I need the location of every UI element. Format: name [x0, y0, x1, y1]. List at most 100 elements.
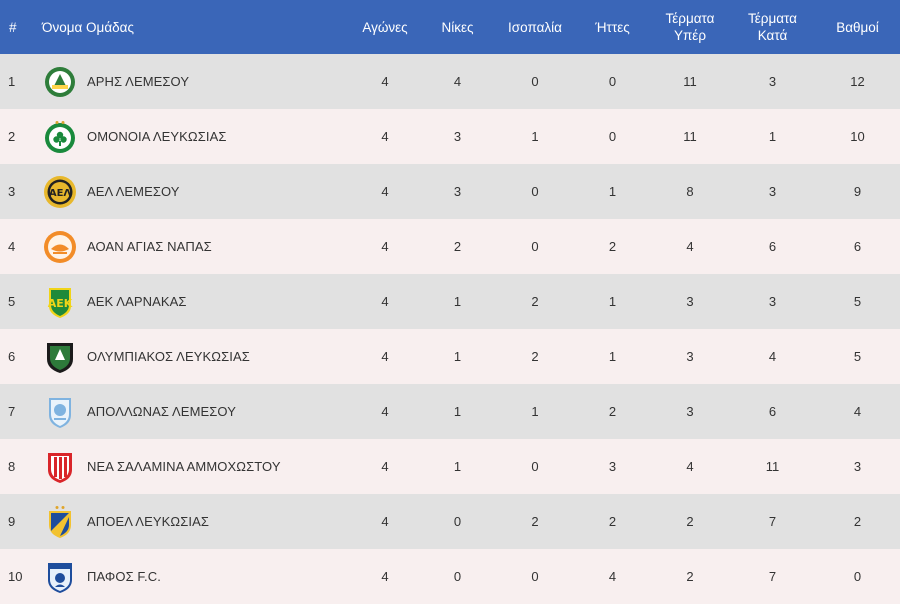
wins-cell: 0: [453, 514, 462, 529]
losses-cell: 1: [608, 349, 617, 364]
wins-cell: 2: [453, 239, 462, 254]
table-row[interactable]: 7 ΑΠΟΛΛΩΝΑΣ ΛΕΜΕΣΟΥ 4 1 1 2 3 6 4: [0, 384, 900, 439]
table-row[interactable]: 6 ΟΛΥΜΠΙΑΚΟΣ ΛΕΥΚΩΣΙΑΣ 4 1 2 1 3 4 5: [0, 329, 900, 384]
header-goals-against[interactable]: Τέρματα Κατά: [730, 0, 815, 54]
table-row[interactable]: 5 ΑΕΚ ΑΕΚ ΛΑΡΝΑΚΑΣ 4 1 2 1 3 3 5: [0, 274, 900, 329]
header-wins[interactable]: Νίκες: [441, 19, 474, 35]
goals-against-cell: 3: [768, 74, 777, 89]
team-name[interactable]: ΑΕΛ ΛΕΜΕΣΟΥ: [87, 184, 180, 199]
team-name[interactable]: ΑΟΑΝ ΑΓΙΑΣ ΝΑΠΑΣ: [87, 239, 212, 254]
nea-salamis-crest-icon: [43, 450, 77, 484]
team-name[interactable]: ΟΜΟΝΟΙΑ ΛΕΥΚΩΣΙΑΣ: [87, 129, 227, 144]
team-cell[interactable]: ΑΕΚ ΑΕΚ ΛΑΡΝΑΚΑΣ: [40, 274, 350, 329]
losses-cell: 0: [608, 74, 617, 89]
aris-limassol-crest-icon: [43, 65, 77, 99]
played-cell: 4: [381, 514, 389, 529]
played-cell: 4: [381, 239, 389, 254]
goals-against-cell: 7: [768, 569, 777, 584]
team-cell[interactable]: ΑΠΟΕΛ ΛΕΥΚΩΣΙΑΣ: [40, 494, 350, 549]
team-name[interactable]: ΝΕΑ ΣΑΛΑΜΙΝΑ ΑΜΜΟΧΩΣΤΟΥ: [87, 459, 281, 474]
wins-cell: 4: [453, 74, 462, 89]
apollon-limassol-crest-icon: [43, 395, 77, 429]
goals-for-cell: 3: [686, 294, 694, 309]
team-wrapper: ΟΛΥΜΠΙΑΚΟΣ ΛΕΥΚΩΣΙΑΣ: [40, 340, 350, 374]
goals-against-cell: 3: [768, 294, 777, 309]
header-position[interactable]: #: [9, 19, 17, 35]
team-wrapper: ΑΡΗΣ ΛΕΜΕΣΟΥ: [40, 65, 350, 99]
losses-cell: 0: [608, 129, 617, 144]
draws-cell: 2: [531, 294, 539, 309]
team-name[interactable]: ΑΕΚ ΛΑΡΝΑΚΑΣ: [87, 294, 187, 309]
goals-against-cell: 6: [768, 239, 777, 254]
header-losses[interactable]: Ήττες: [595, 19, 630, 35]
team-cell[interactable]: ΑΡΗΣ ΛΕΜΕΣΟΥ: [40, 54, 350, 109]
header-goals-against-line1: Τέρματα: [748, 11, 797, 26]
draws-cell: 1: [531, 129, 539, 144]
wins-cell: 1: [453, 404, 462, 419]
team-cell[interactable]: ΝΕΑ ΣΑΛΑΜΙΝΑ ΑΜΜΟΧΩΣΤΟΥ: [40, 439, 350, 494]
goals-for-cell: 11: [683, 129, 697, 144]
team-name[interactable]: ΑΠΟΕΛ ΛΕΥΚΩΣΙΑΣ: [87, 514, 209, 529]
played-cell: 4: [381, 404, 389, 419]
draws-cell: 2: [531, 514, 539, 529]
header-points[interactable]: Βαθμοί: [836, 19, 879, 35]
played-cell: 4: [381, 294, 389, 309]
team-name[interactable]: ΑΠΟΛΛΩΝΑΣ ΛΕΜΕΣΟΥ: [87, 404, 236, 419]
header-draws[interactable]: Ισοπαλία: [508, 19, 562, 35]
goals-for-cell: 3: [686, 349, 694, 364]
table-row[interactable]: 1 ΑΡΗΣ ΛΕΜΕΣΟΥ 4 4 0 0 11 3 12: [0, 54, 900, 109]
played-cell: 4: [381, 349, 389, 364]
team-wrapper: ΑΕΚ ΑΕΚ ΛΑΡΝΑΚΑΣ: [40, 285, 350, 319]
goals-against-cell: 7: [768, 514, 777, 529]
table-row[interactable]: 9 ΑΠΟΕΛ ΛΕΥΚΩΣΙΑΣ 4 0 2 2 2 7 2: [0, 494, 900, 549]
omonia-nicosia-crest-icon: [43, 120, 77, 154]
header-team-name[interactable]: Όνομα Ομάδας: [42, 19, 134, 35]
team-cell[interactable]: ΑΠΟΛΛΩΝΑΣ ΛΕΜΕΣΟΥ: [40, 384, 350, 439]
position-cell: 7: [8, 404, 16, 419]
team-name[interactable]: ΠΑΦΟΣ F.C.: [87, 569, 161, 584]
header-row: # Όνομα Ομάδας Αγώνες Νίκες Ισοπαλία Ήττ…: [0, 0, 900, 54]
team-cell[interactable]: ΟΜΟΝΟΙΑ ΛΕΥΚΩΣΙΑΣ: [40, 109, 350, 164]
points-cell: 0: [853, 569, 862, 584]
team-cell[interactable]: ΑΕΛ ΑΕΛ ΛΕΜΕΣΟΥ: [40, 164, 350, 219]
points-cell: 10: [850, 129, 865, 144]
team-name[interactable]: ΑΡΗΣ ΛΕΜΕΣΟΥ: [87, 74, 190, 89]
table-row[interactable]: 3 ΑΕΛ ΑΕΛ ΛΕΜΕΣΟΥ 4 3 0 1 8 3 9: [0, 164, 900, 219]
header-played[interactable]: Αγώνες: [362, 19, 408, 35]
played-cell: 4: [381, 569, 389, 584]
wins-cell: 3: [453, 184, 462, 199]
table-row[interactable]: 8 ΝΕΑ ΣΑΛΑΜΙΝΑ ΑΜΜΟΧΩΣΤΟΥ 4 1 0 3 4 11 3: [0, 439, 900, 494]
points-cell: 5: [853, 349, 862, 364]
wins-cell: 0: [453, 569, 462, 584]
header-goals-for[interactable]: Τέρματα Υπέρ: [650, 0, 730, 54]
losses-cell: 2: [608, 404, 617, 419]
position-cell: 2: [8, 129, 16, 144]
points-cell: 12: [850, 74, 865, 89]
goals-against-cell: 6: [768, 404, 777, 419]
svg-text:ΑΕΛ: ΑΕΛ: [49, 188, 72, 199]
wins-cell: 3: [453, 129, 462, 144]
team-cell[interactable]: ΑΟΑΝ ΑΓΙΑΣ ΝΑΠΑΣ: [40, 219, 350, 274]
team-cell[interactable]: ΟΛΥΜΠΙΑΚΟΣ ΛΕΥΚΩΣΙΑΣ: [40, 329, 350, 384]
team-cell[interactable]: ΠΑΦΟΣ F.C.: [40, 549, 350, 604]
wins-cell: 1: [453, 459, 462, 474]
table-row[interactable]: 10 ΠΑΦΟΣ F.C. 4 0 0 4 2 7 0: [0, 549, 900, 604]
header-goals-for-line2: Υπέρ: [673, 28, 707, 43]
olympiakos-nicosia-crest-icon: [43, 340, 77, 374]
goals-for-cell: 4: [686, 239, 694, 254]
goals-against-cell: 3: [768, 184, 777, 199]
table-row[interactable]: 4 ΑΟΑΝ ΑΓΙΑΣ ΝΑΠΑΣ 4 2 0 2 4 6 6: [0, 219, 900, 274]
position-cell: 10: [8, 569, 23, 584]
table-row[interactable]: 2 ΟΜΟΝΟΙΑ ΛΕΥΚΩΣΙΑΣ 4 3 1 0 11 1 10: [0, 109, 900, 164]
position-cell: 3: [8, 184, 16, 199]
wins-cell: 1: [453, 349, 462, 364]
losses-cell: 1: [608, 294, 617, 309]
losses-cell: 2: [608, 239, 617, 254]
draws-cell: 0: [531, 569, 539, 584]
played-cell: 4: [381, 184, 389, 199]
aoan-agia-napa-crest-icon: [43, 230, 77, 264]
goals-against-cell: 1: [768, 129, 777, 144]
team-wrapper: ΑΠΟΛΛΩΝΑΣ ΛΕΜΕΣΟΥ: [40, 395, 350, 429]
team-name[interactable]: ΟΛΥΜΠΙΑΚΟΣ ΛΕΥΚΩΣΙΑΣ: [87, 349, 250, 364]
